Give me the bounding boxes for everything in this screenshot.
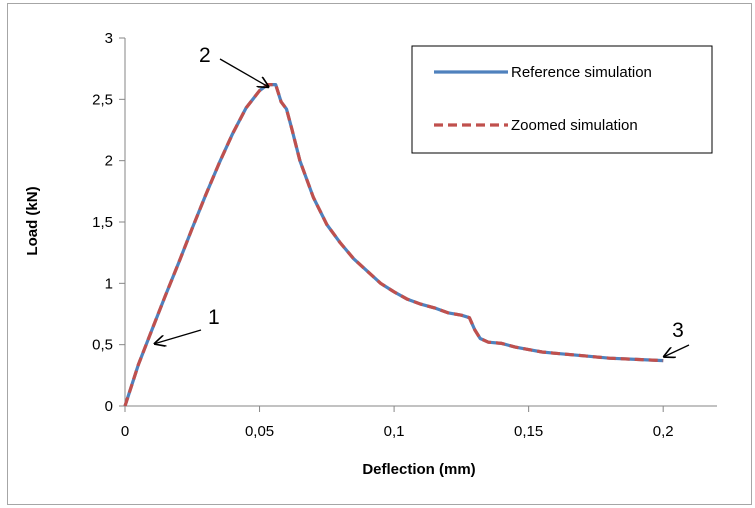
zoomed-simulation-line xyxy=(123,82,664,407)
annotation-label-2: 2 xyxy=(199,44,211,67)
y-tick-label: 0,5 xyxy=(92,337,113,354)
x-tick-label: 0,15 xyxy=(514,423,543,440)
legend-box xyxy=(411,45,713,154)
y-axis-title: Load (kN) xyxy=(24,186,41,255)
legend: Reference simulation Zoomed simulation xyxy=(411,45,713,154)
y-tick-label: 1,5 xyxy=(92,214,113,231)
annotation-arrow-1 xyxy=(155,329,202,344)
axes xyxy=(119,37,717,412)
y-tick-label: 0 xyxy=(105,398,113,415)
annotations: 1 2 3 xyxy=(155,44,690,357)
annotation-arrow-3 xyxy=(664,344,690,357)
tick-labels: 0 0,5 1 1,5 2 2,5 3 0 0,05 0,1 0,15 0,2 xyxy=(92,30,673,440)
annotation-label-3: 3 xyxy=(672,319,684,342)
x-tick-label: 0,05 xyxy=(245,423,274,440)
series-lines xyxy=(123,82,664,407)
legend-label-zoomed: Zoomed simulation xyxy=(511,117,638,134)
annotation-arrow-2 xyxy=(219,58,268,87)
y-tick-label: 2,5 xyxy=(92,91,113,108)
y-tick-label: 1 xyxy=(105,275,113,292)
x-tick-label: 0,2 xyxy=(653,423,674,440)
y-tick-label: 3 xyxy=(105,30,113,47)
legend-label-reference: Reference simulation xyxy=(511,64,652,81)
x-tick-label: 0,1 xyxy=(384,423,405,440)
x-tick-label: 0 xyxy=(121,423,129,440)
x-axis-title: Deflection (mm) xyxy=(362,461,475,478)
y-tick-label: 2 xyxy=(105,153,113,170)
annotation-label-1: 1 xyxy=(208,306,220,329)
